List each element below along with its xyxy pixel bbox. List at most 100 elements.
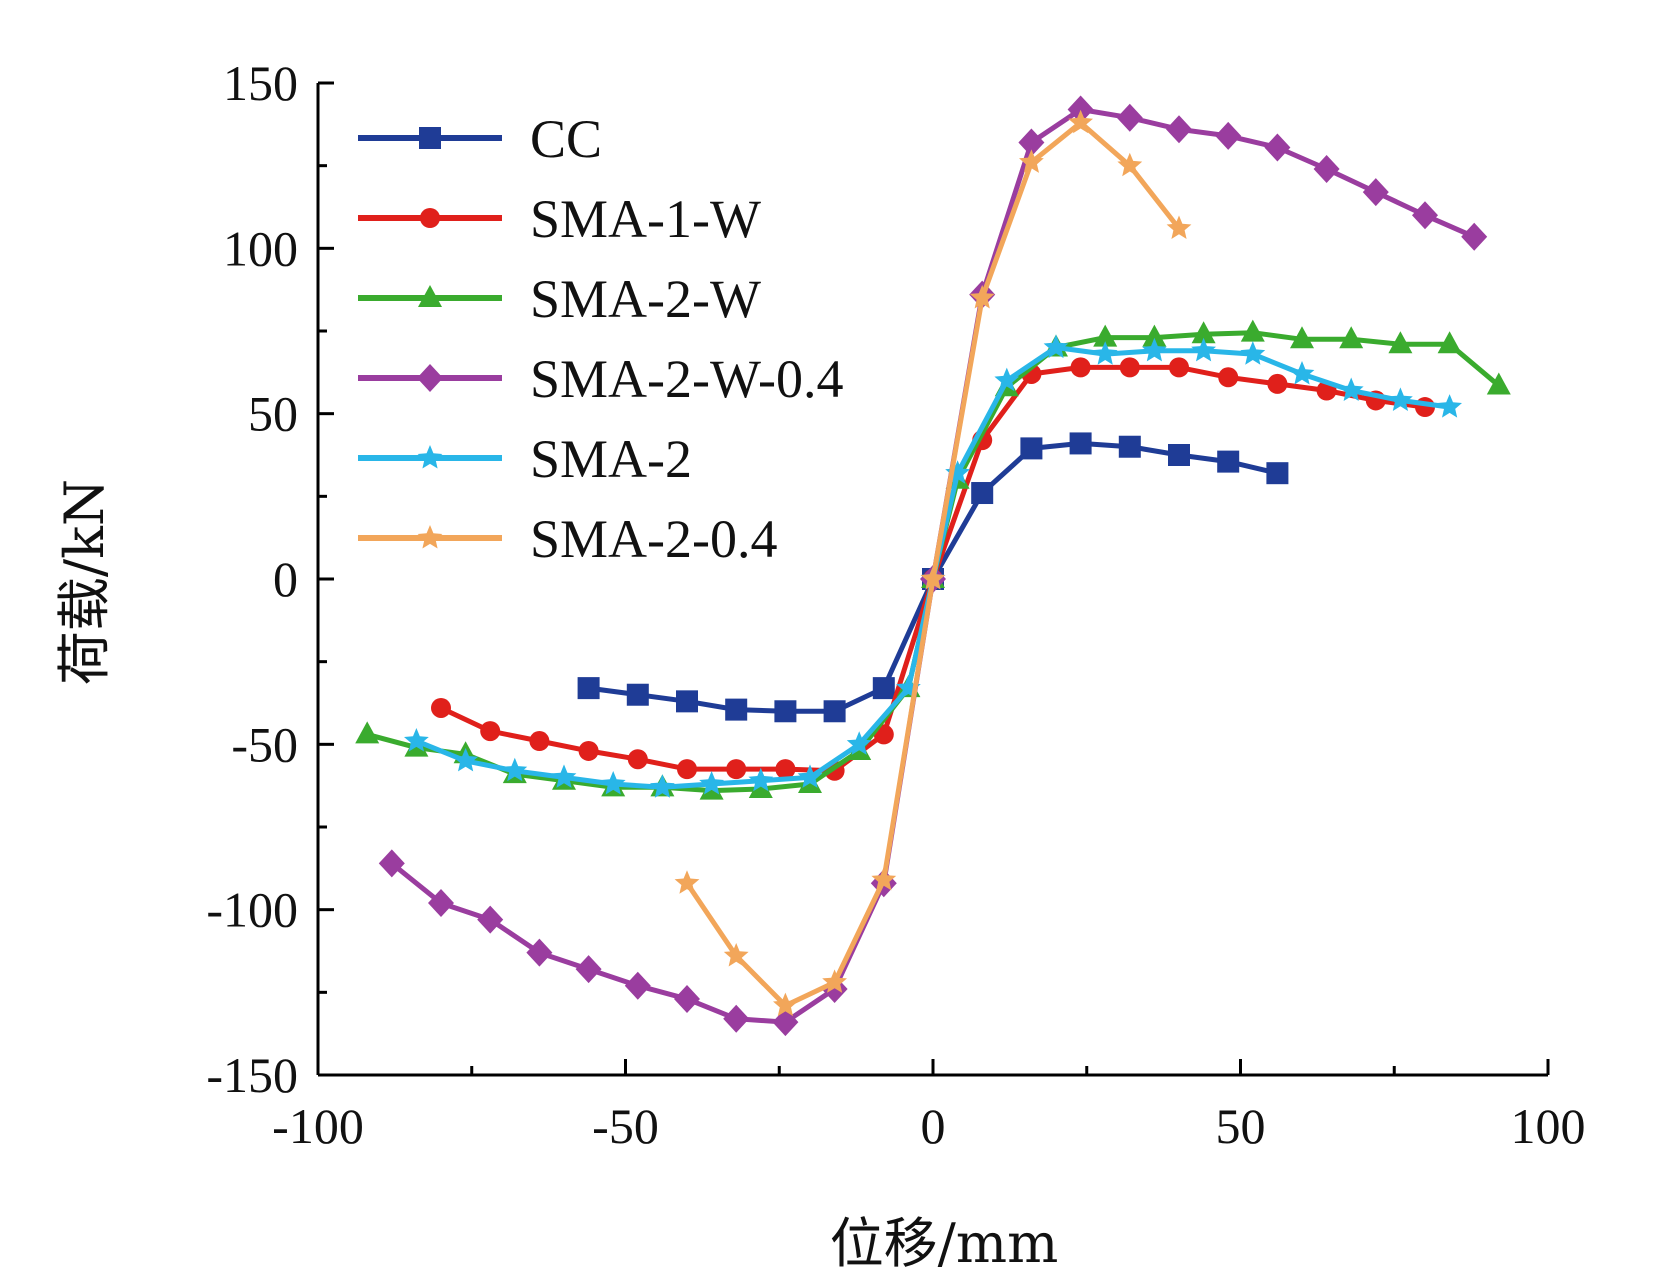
data-point: [1412, 201, 1438, 230]
y-tick-label: 0: [273, 551, 298, 607]
data-point: [1018, 128, 1045, 157]
y-tick-label: -150: [206, 1047, 298, 1103]
legend-item: SMA-1-W: [358, 189, 761, 249]
data-point: [872, 677, 895, 700]
data-point: [1168, 444, 1190, 466]
data-point: [1289, 361, 1315, 385]
data-point: [1486, 372, 1511, 395]
data-point: [822, 969, 847, 993]
data-point: [551, 764, 577, 788]
data-point: [1069, 432, 1092, 455]
data-point: [1267, 373, 1288, 394]
data-point: [1043, 334, 1069, 359]
data-point: [699, 771, 724, 795]
legend-label: SMA-2-0.4: [530, 509, 778, 569]
data-point: [726, 759, 747, 780]
x-tick-label: 50: [1216, 1098, 1266, 1154]
legend-item: SMA-2-W: [358, 269, 761, 329]
legend-marker: [418, 285, 442, 307]
y-tick-label: -50: [231, 716, 298, 772]
data-point: [1068, 109, 1093, 134]
data-point: [627, 749, 648, 770]
legend-item: CC: [358, 109, 602, 169]
legend-item: SMA-2: [358, 429, 692, 489]
data-point: [723, 943, 749, 967]
data-point: [1166, 215, 1192, 239]
data-point: [1437, 331, 1462, 354]
data-point: [1266, 462, 1289, 485]
data-point: [920, 566, 946, 590]
x-axis-title: 位移/mm: [830, 1212, 1059, 1275]
x-tick-label: 100: [1511, 1098, 1586, 1154]
data-point: [1388, 387, 1413, 411]
legend-label: SMA-2: [530, 429, 692, 489]
y-tick-label: 150: [223, 55, 298, 111]
data-point: [428, 889, 454, 918]
data-point: [453, 747, 478, 772]
legend-marker: [420, 208, 440, 228]
legend-label: CC: [530, 109, 602, 169]
legend-marker: [417, 445, 443, 469]
data-point: [1339, 326, 1364, 349]
data-point: [1240, 319, 1265, 342]
data-point: [677, 759, 697, 780]
data-point: [1290, 326, 1314, 349]
data-point: [1142, 324, 1167, 347]
data-point: [1119, 357, 1140, 378]
data-point: [1070, 357, 1091, 378]
legend-label: SMA-2-W-0.4: [530, 349, 843, 409]
data-point: [1118, 435, 1141, 458]
data-point: [674, 870, 700, 894]
data-point: [748, 775, 773, 798]
data-point: [797, 764, 823, 788]
legend: CC SMA-1-W SMA-2-W SMA-2-W-0.4 SMA-2 SMA-2-0.…: [358, 109, 843, 569]
data-point: [600, 771, 626, 795]
data-point: [1142, 337, 1167, 362]
y-tick-label: 50: [248, 386, 298, 442]
x-tick-label: 0: [921, 1098, 946, 1154]
data-point: [1240, 341, 1266, 365]
data-point: [624, 971, 651, 1000]
data-point: [1191, 337, 1216, 362]
data-point: [1191, 321, 1216, 344]
data-point: [1169, 357, 1189, 378]
x-tick-label: -100: [272, 1098, 364, 1154]
data-point: [1264, 133, 1291, 162]
data-point: [626, 683, 649, 706]
data-point: [772, 1008, 799, 1037]
data-point: [431, 697, 451, 718]
data-point: [1116, 103, 1143, 132]
data-point: [1166, 115, 1192, 144]
data-point: [1362, 178, 1389, 207]
data-point: [725, 698, 748, 721]
data-point: [723, 1004, 750, 1033]
legend-item: SMA-2-0.4: [358, 509, 778, 569]
legend-marker: [419, 127, 441, 149]
legend-label: SMA-1-W: [530, 189, 761, 249]
data-point: [773, 992, 798, 1017]
data-point: [871, 866, 897, 891]
data-point: [1019, 149, 1044, 173]
data-point: [1092, 341, 1118, 365]
data-point: [1215, 121, 1242, 150]
data-point: [775, 759, 796, 780]
data-point: [526, 938, 553, 967]
data-point: [578, 740, 599, 761]
data-point: [1067, 95, 1094, 124]
data-point: [1093, 324, 1118, 347]
data-point: [529, 731, 550, 752]
data-point: [355, 721, 380, 744]
data-point: [994, 367, 1020, 392]
data-point: [1388, 331, 1413, 354]
data-point: [823, 700, 846, 723]
data-point: [577, 677, 600, 700]
data-point: [1217, 450, 1240, 473]
legend-marker: [417, 364, 443, 392]
data-point: [502, 757, 528, 782]
data-point: [674, 984, 700, 1013]
y-tick-label: -100: [206, 882, 298, 938]
data-point: [1117, 152, 1143, 177]
data-point: [846, 731, 872, 755]
